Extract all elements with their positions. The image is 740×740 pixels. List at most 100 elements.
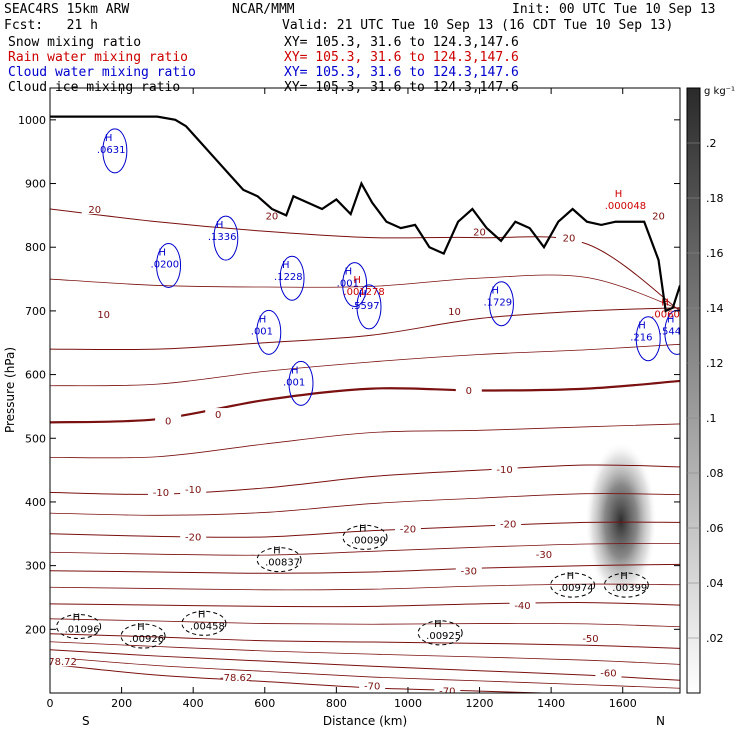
cloud-water-contour xyxy=(356,284,382,330)
cloud-ice-contour xyxy=(56,614,102,639)
cloud-ice-contour xyxy=(417,620,463,646)
cloud-ice-high-marker: H xyxy=(273,546,281,557)
temperature-label: 10 xyxy=(448,307,461,318)
temperature-label: -10 xyxy=(185,485,201,496)
cloud-water-high-marker: H xyxy=(491,286,499,297)
rain-water-max-label: .0060 xyxy=(651,309,680,320)
temperature-contour--60 xyxy=(50,649,680,681)
cloud-ice-high-marker: H xyxy=(359,523,367,534)
org-label: NCAR/MMM xyxy=(232,2,295,17)
colorbar-tick-label: .04 xyxy=(706,577,724,590)
cloud-water-contour xyxy=(288,360,314,406)
temperature-label: -20 xyxy=(185,532,201,543)
temperature-label: -10 xyxy=(153,488,169,499)
temperature-contour--50 xyxy=(50,633,680,649)
rain-water-high-marker: H xyxy=(353,275,361,286)
label-bg xyxy=(556,231,583,243)
temperature-contour-minor xyxy=(50,493,680,516)
cloud-water-max-label: .1336 xyxy=(208,232,237,243)
temperature-label: -70 xyxy=(439,686,455,697)
x-tick-label: 1400 xyxy=(537,697,565,710)
label-bg xyxy=(90,308,117,320)
colorbar-unit: g kg⁻¹ xyxy=(704,86,735,97)
cloud-water-high-marker: H xyxy=(216,220,224,231)
cloud-water-contour xyxy=(635,316,661,362)
colorbar-tick-label: .16 xyxy=(706,247,724,260)
cloud-water-contour xyxy=(156,243,182,288)
cloud-ice-contour xyxy=(181,610,227,636)
temperature-contour-0 xyxy=(50,379,680,424)
colorbar-tick-label: .02 xyxy=(706,632,724,645)
cloud-ice-max-label: .00458 xyxy=(190,621,225,632)
y-tick-label: 700 xyxy=(25,305,46,318)
cloud-ice-shading xyxy=(584,441,657,602)
cloud-water-high-marker: H xyxy=(259,314,267,325)
label-bg xyxy=(81,203,108,214)
y-axis-label: Pressure (hPa) xyxy=(3,347,17,433)
cloud-ice-high-marker: H xyxy=(198,609,206,620)
rain-water-high-marker: H xyxy=(615,189,623,200)
cloud-ice-max-label: .00925 xyxy=(426,631,461,642)
field-snow-label: Snow mixing ratio xyxy=(8,35,142,50)
y-tick-label: 800 xyxy=(25,241,46,254)
label-bg xyxy=(359,679,386,691)
y-tick-label: 400 xyxy=(25,496,46,509)
cloud-water-max-label: .5597 xyxy=(351,301,380,312)
forecast-hour: Fcst: 21 h xyxy=(4,18,98,33)
field-rain-label: Rain water mixing ratio xyxy=(8,50,189,65)
x-axis-label: Distance (km) xyxy=(323,714,407,728)
label-bg xyxy=(441,304,468,316)
field-cloudwater-xy: XY= 105.3, 31.6 to 124.3,147.6 xyxy=(284,65,519,80)
temperature-label: 0 xyxy=(466,386,472,397)
cloud-water-high-marker: H xyxy=(638,321,646,332)
temperature-label: 20 xyxy=(473,227,486,238)
temperature-label: 10 xyxy=(97,310,110,321)
cloud-water-high-marker: H xyxy=(345,267,353,278)
x-tick-label: 1600 xyxy=(609,697,637,710)
label-bg xyxy=(495,517,522,529)
label-bg xyxy=(155,414,182,426)
x-tick-label: 1200 xyxy=(466,697,494,710)
label-bg xyxy=(205,408,232,420)
temperature-contour-minor xyxy=(50,542,680,556)
cloud-water-contour xyxy=(102,128,128,174)
cloud-ice-max-label: .01096 xyxy=(65,625,100,636)
temperature-contour-20 xyxy=(50,208,680,312)
cloud-ice-max-label: .00926 xyxy=(129,634,164,645)
cloud-water-max-label: .1228 xyxy=(274,272,303,283)
cloud-water-max-label: .216 xyxy=(630,333,652,344)
field-rain-xy: XY= 105.3, 31.6 to 124.3,147.6 xyxy=(284,50,519,65)
temperature-contour--30 xyxy=(50,563,680,574)
cloud-ice-max-label: .00399 xyxy=(612,583,647,594)
cloud-water-contour xyxy=(213,215,239,261)
label-bg xyxy=(595,666,622,678)
x-tick-label: 600 xyxy=(254,697,275,710)
temperature-contour-minor xyxy=(50,583,680,591)
colorbar-tick-label: .06 xyxy=(706,522,724,535)
plot-frame xyxy=(49,87,681,694)
colorbar-tick-label: .12 xyxy=(706,357,724,370)
label-bg xyxy=(223,671,250,683)
label-bg xyxy=(530,548,557,560)
label-bg xyxy=(509,599,536,611)
temperature-label: -60 xyxy=(600,669,616,680)
cloud-water-high-marker: H xyxy=(291,365,299,376)
y-tick-label: 300 xyxy=(25,560,46,573)
cloud-water-contour xyxy=(488,281,514,327)
y-tick-label: 600 xyxy=(25,369,46,382)
cloud-ice-contour xyxy=(550,572,596,598)
label-bg xyxy=(180,483,207,495)
cloud-water-contour xyxy=(664,309,680,355)
temperature-label: 20 xyxy=(652,211,665,222)
label-bg xyxy=(455,564,482,576)
cloud-water-max-label: .1729 xyxy=(483,298,512,309)
endpoint-south: S xyxy=(82,714,90,728)
label-bg xyxy=(466,225,493,237)
temperature-contour-minor xyxy=(50,641,680,665)
y-tick-label: 1000 xyxy=(18,114,46,127)
cloud-water-max-label: .0200 xyxy=(151,260,180,271)
temperature-label: 0 xyxy=(215,410,221,421)
temperature-label: -10 xyxy=(496,465,512,476)
y-tick-label: 500 xyxy=(25,432,46,445)
